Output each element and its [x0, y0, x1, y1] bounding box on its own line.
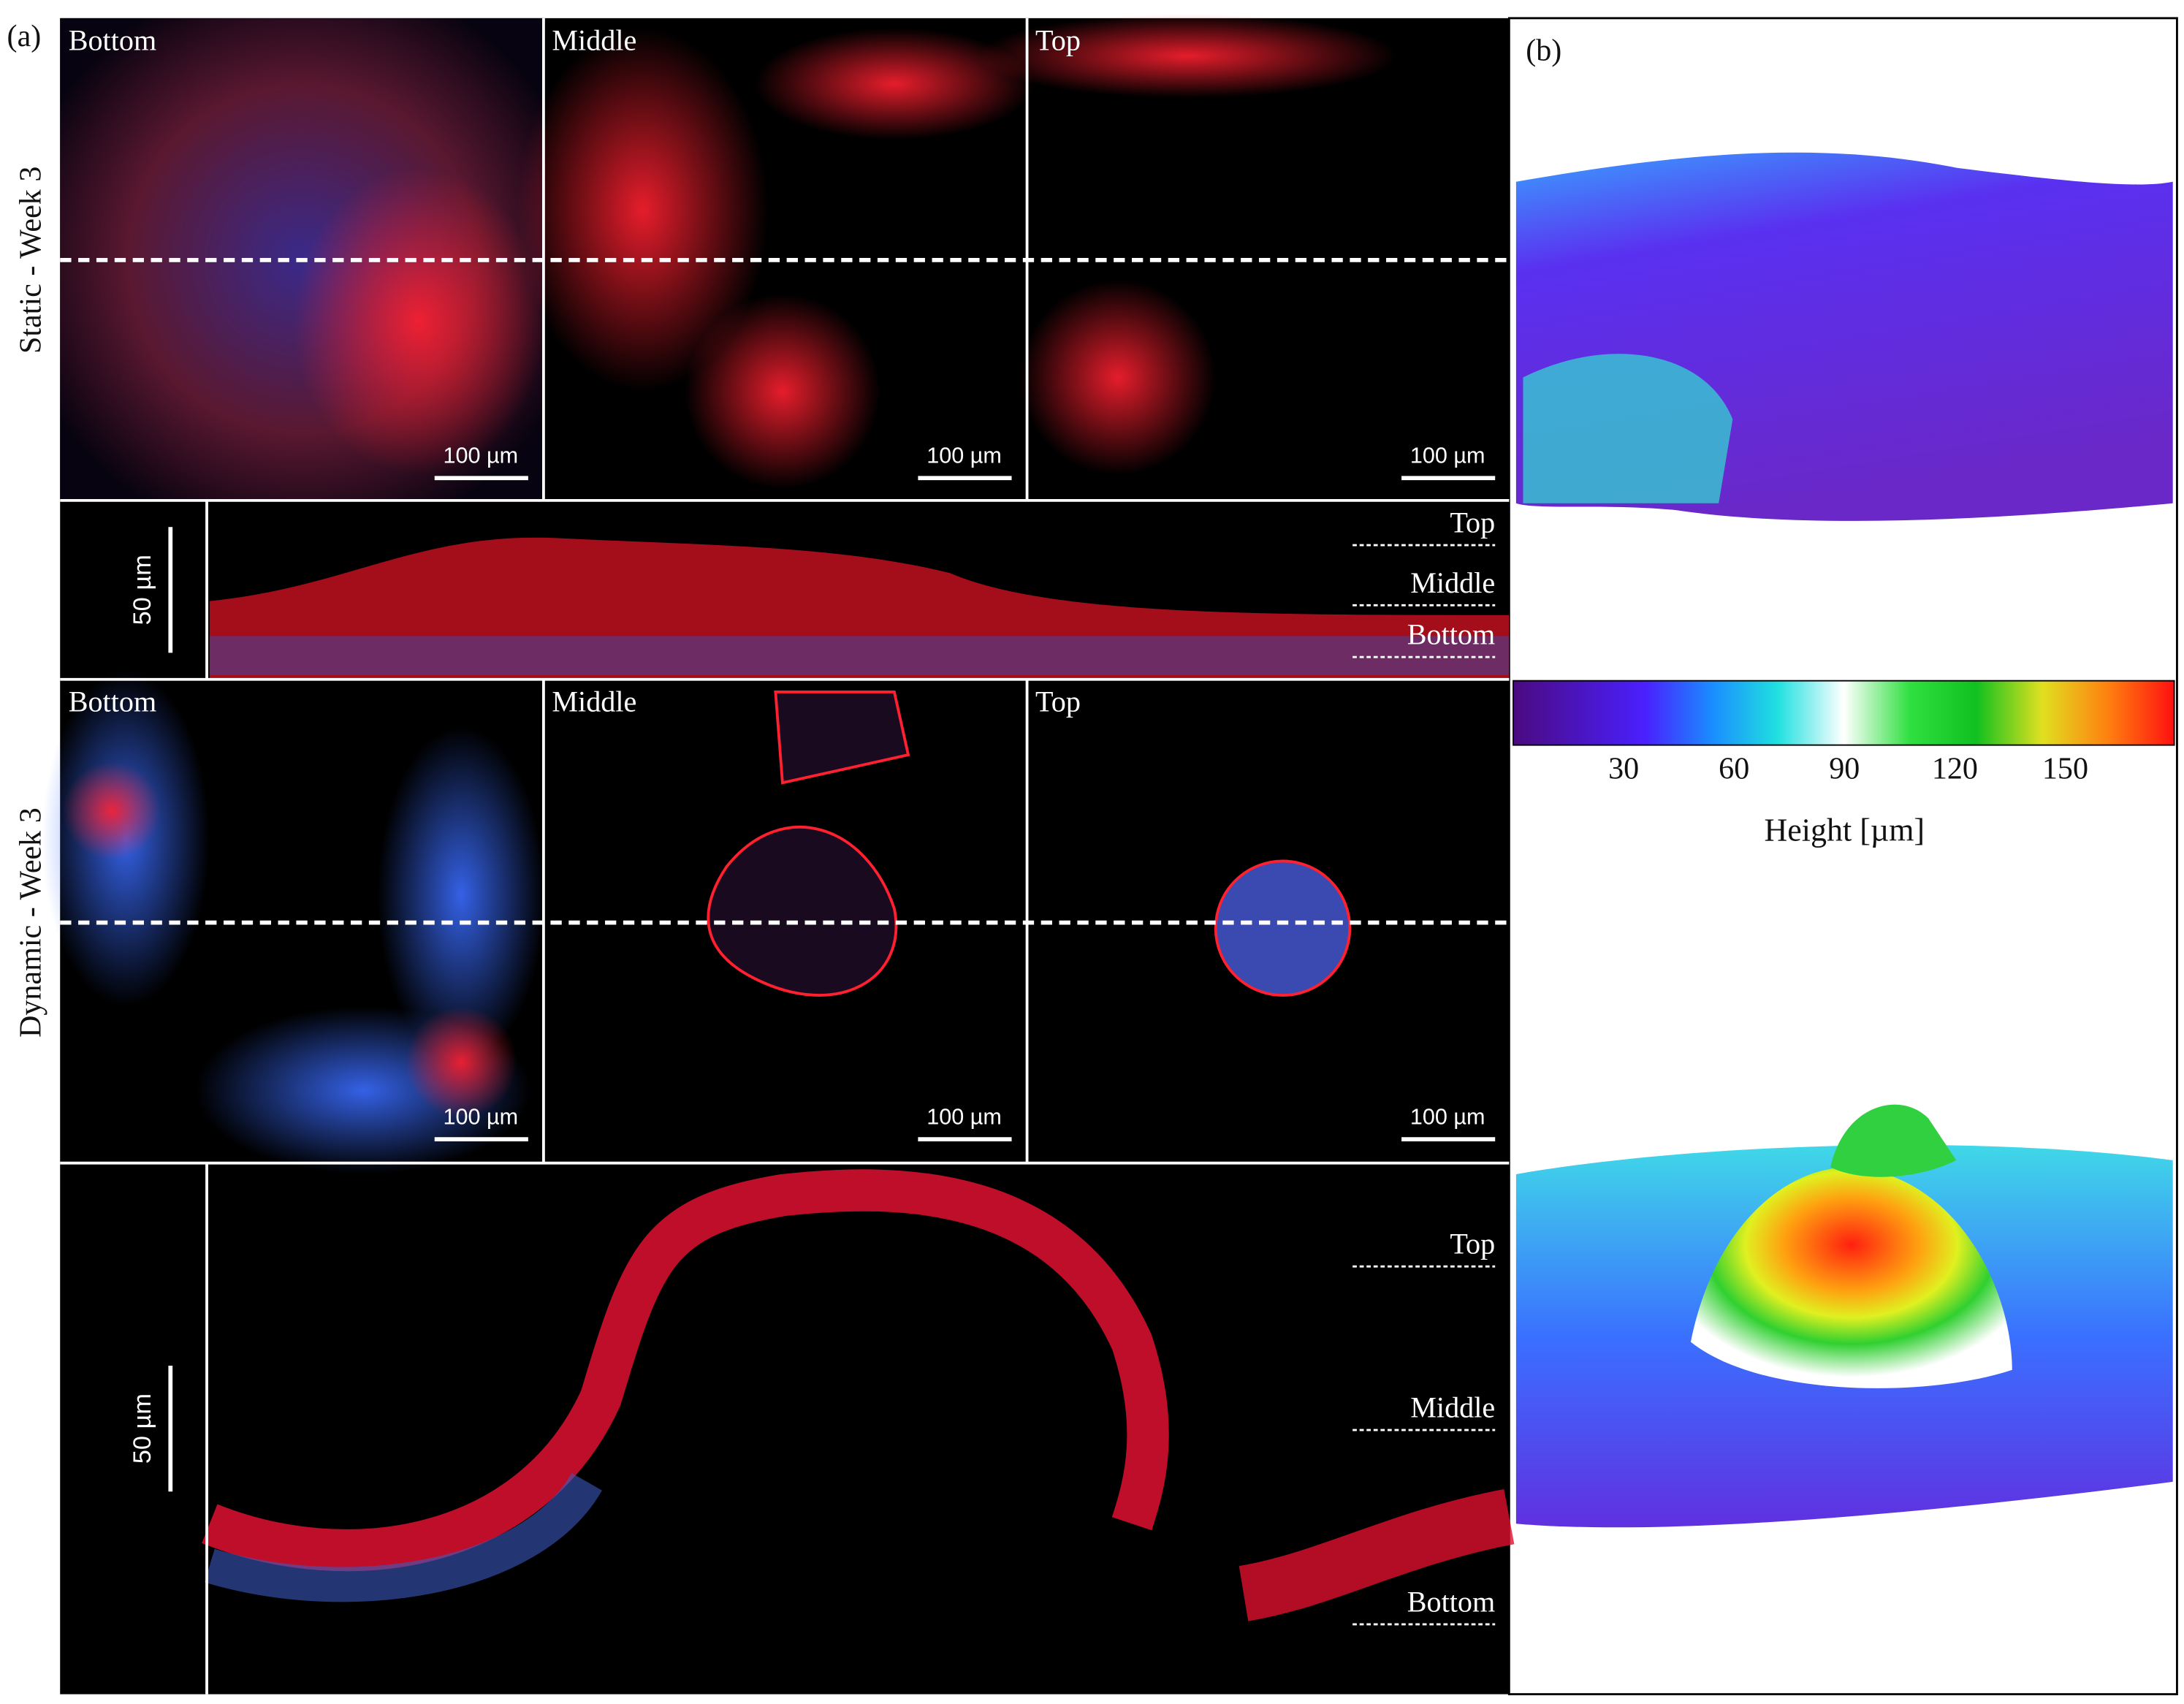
dynamic-section	[202, 1169, 1515, 1621]
row-label: Static - Week 3	[15, 167, 48, 354]
section-scale-label: 50 µm	[129, 555, 156, 625]
scale-bar-label: 100 µm	[927, 1105, 1002, 1130]
panel-label: (b)	[1526, 34, 1561, 67]
level-label: Bottom	[1407, 1585, 1495, 1618]
surface-dynamic-peak2	[1830, 1104, 1957, 1177]
scale-bar-label: 100 µm	[444, 444, 519, 468]
colorbar-tick-label: 120	[1932, 753, 1978, 786]
scale-bar-label: 100 µm	[1410, 1105, 1485, 1130]
level-label: Top	[1450, 1228, 1495, 1260]
scale-bar-label: 100 µm	[444, 1105, 519, 1130]
colorbar-tick-label: 30	[1608, 753, 1639, 786]
section-scale-label: 50 µm	[129, 1393, 156, 1464]
image-label: Bottom	[69, 24, 156, 57]
level-label: Top	[1450, 506, 1495, 539]
row-label: Dynamic - Week 3	[15, 807, 48, 1038]
image-label: Top	[1035, 24, 1081, 57]
colorbar-tick-label: 90	[1829, 753, 1860, 786]
panel-label: (a)	[7, 20, 42, 53]
level-label: Middle	[1410, 1391, 1495, 1423]
scale-bar-label: 100 µm	[1410, 444, 1485, 468]
colorbar	[1513, 680, 2175, 746]
image-label: Middle	[552, 685, 636, 718]
static-section	[209, 537, 1510, 680]
level-label: Middle	[1410, 566, 1495, 599]
image-label: Middle	[552, 24, 636, 57]
image-label: Top	[1035, 685, 1081, 718]
surface-dynamic-peak	[1690, 1167, 2012, 1388]
dashed-guides	[60, 257, 1510, 925]
surface-static-ridge	[1523, 354, 1733, 503]
colorbar-tick-label: 150	[2042, 753, 2088, 786]
panel-dividers	[60, 18, 1510, 1695]
colorbar-label: Height [µm]	[1765, 812, 1925, 848]
image-label: Bottom	[69, 685, 156, 718]
level-label: Bottom	[1407, 618, 1495, 651]
colorbar-tick-label: 60	[1719, 753, 1749, 786]
scale-bar-label: 100 µm	[927, 444, 1002, 468]
